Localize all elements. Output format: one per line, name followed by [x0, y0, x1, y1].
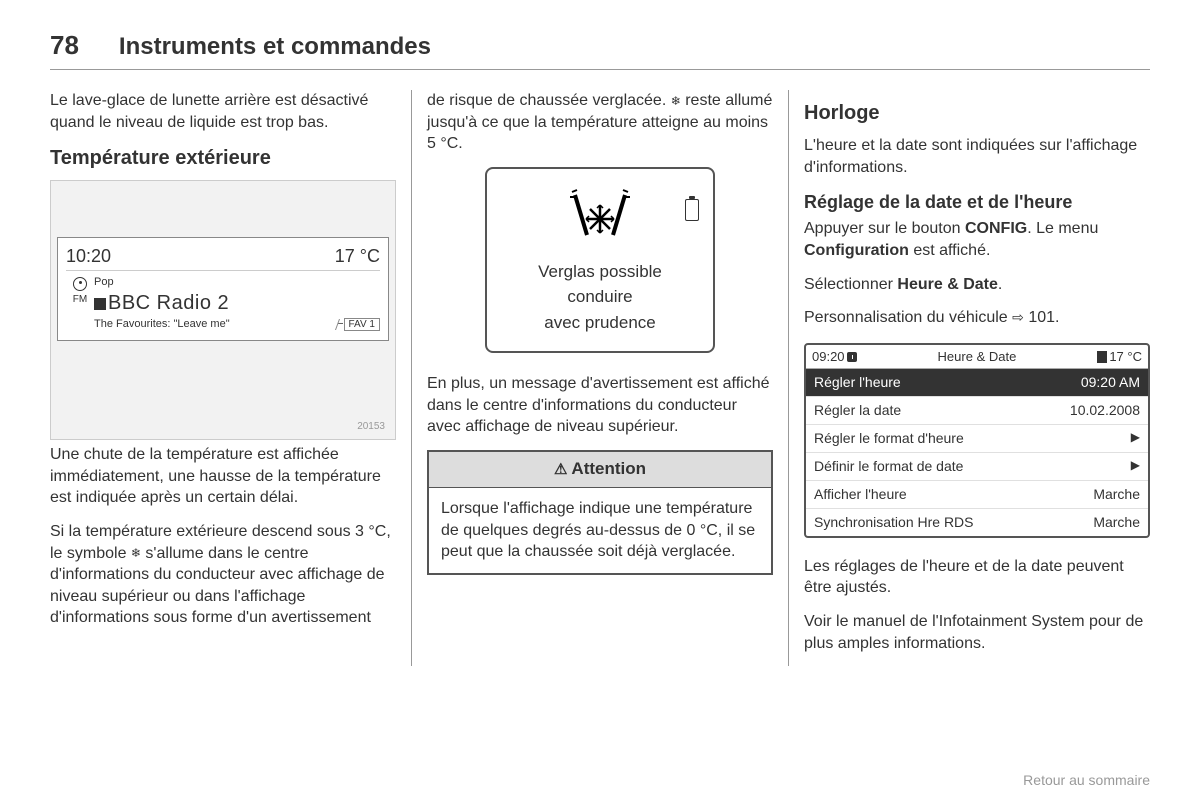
col3-p4: Personnalisation du véhicule ⇨ 101.: [804, 307, 1150, 329]
warning-triangle-icon: ⚠: [554, 461, 567, 478]
hd-menu-row[interactable]: Synchronisation Hre RDS Marche: [806, 509, 1148, 536]
heure-date-display: 09:20 Heure & Date 17 °C Régler l'heure 0…: [804, 343, 1150, 538]
image-id: 20153: [357, 420, 385, 434]
snowflake-icon: ❄: [671, 93, 681, 109]
col1-p1: Le lave-glace de lunette arrière est dés…: [50, 90, 396, 133]
hd-time: 09:20: [812, 349, 845, 364]
crossref-icon: ⇨: [1012, 309, 1024, 325]
col3-p2: Appuyer sur le bouton CONFIG. Le menu Co…: [804, 218, 1150, 261]
subsection-reglage: Réglage de la date et de l'heure: [804, 190, 1150, 214]
radio-genre: Pop: [94, 275, 380, 290]
hd-row-value: 10.02.2008: [1070, 401, 1140, 420]
hd-row-label: Définir le format de date: [814, 457, 963, 476]
hd-row-label: Afficher l'heure: [814, 485, 907, 504]
col2-p2: En plus, un message d'avertissement est …: [427, 373, 773, 438]
hd-row-label: Synchronisation Hre RDS: [814, 513, 974, 532]
attention-box: ⚠Attention Lorsque l'affichage indique u…: [427, 450, 773, 575]
hd-menu-row[interactable]: Définir le format de date ▶: [806, 453, 1148, 481]
radio-song: The Favourites: "Leave me": [94, 317, 230, 332]
radio-station: BBC Radio 2: [94, 290, 380, 317]
col3-p3: Sélectionner Heure & Date.: [804, 274, 1150, 296]
hd-row-label: Régler l'heure: [814, 373, 901, 392]
hd-menu-row[interactable]: Régler la date 10.02.2008: [806, 397, 1148, 425]
col3-p1: L'heure et la date sont indiquées sur l'…: [804, 135, 1150, 178]
warning-line1: Verglas possible: [497, 259, 703, 285]
hd-row-value: ▶: [1131, 457, 1140, 476]
column-3: Horloge L'heure et la date sont indiquée…: [789, 90, 1150, 666]
col2-p1: de risque de chaussée verglacée. ❄ reste…: [427, 90, 773, 155]
ice-warning-figure: Verglas possible conduire avec prudence: [485, 167, 715, 354]
snowflake-icon: ❄: [131, 545, 141, 561]
hd-row-value: ▶: [1131, 429, 1140, 448]
ice-road-icon: [565, 187, 635, 247]
radio-display-figure: 10:20 17 °C FM Pop BBC Radio 2 The Favo: [50, 180, 396, 440]
hd-row-value: 09:20 AM: [1081, 373, 1140, 392]
warning-line3: avec prudence: [497, 310, 703, 336]
col3-p5: Les réglages de l'heure et de la date pe…: [804, 556, 1150, 599]
hd-row-label: Régler la date: [814, 401, 901, 420]
hd-menu-row[interactable]: Régler l'heure 09:20 AM: [806, 369, 1148, 397]
hd-row-label: Régler le format d'heure: [814, 429, 964, 448]
hd-row-value: Marche: [1093, 513, 1140, 532]
col3-p6: Voir le manuel de l'Infotainment System …: [804, 611, 1150, 654]
radio-time: 10:20: [66, 244, 111, 268]
warning-line2: conduire: [497, 284, 703, 310]
col1-p3: Si la température extérieure descend sou…: [50, 521, 396, 629]
col1-p2: Une chute de la température est affichée…: [50, 444, 396, 509]
return-to-toc-link[interactable]: Retour au sommaire: [1023, 772, 1150, 788]
hd-row-value: Marche: [1093, 485, 1140, 504]
radio-fav: FAV 1: [344, 318, 381, 331]
hd-title: Heure & Date: [857, 348, 1098, 366]
fm-antenna-icon: FM: [66, 275, 94, 307]
chapter-title: Instruments et commandes: [119, 33, 431, 61]
page-header: 78 Instruments et commandes: [50, 30, 1150, 70]
hd-temp: 17 °C: [1109, 349, 1142, 364]
section-horloge: Horloge: [804, 100, 1150, 127]
temp-icon: [1097, 351, 1107, 363]
hd-menu-row[interactable]: Régler le format d'heure ▶: [806, 425, 1148, 453]
column-2: de risque de chaussée verglacée. ❄ reste…: [412, 90, 789, 666]
attention-body: Lorsque l'affichage indique une températ…: [429, 488, 771, 573]
column-1: Le lave-glace de lunette arrière est dés…: [50, 90, 412, 666]
radio-temp: 17 °C: [335, 244, 380, 268]
page-number: 78: [50, 30, 79, 61]
clock-icon: [847, 352, 857, 362]
battery-icon: [685, 199, 699, 221]
hd-menu-row[interactable]: Afficher l'heure Marche: [806, 481, 1148, 509]
section-temperature: Température extérieure: [50, 145, 396, 172]
